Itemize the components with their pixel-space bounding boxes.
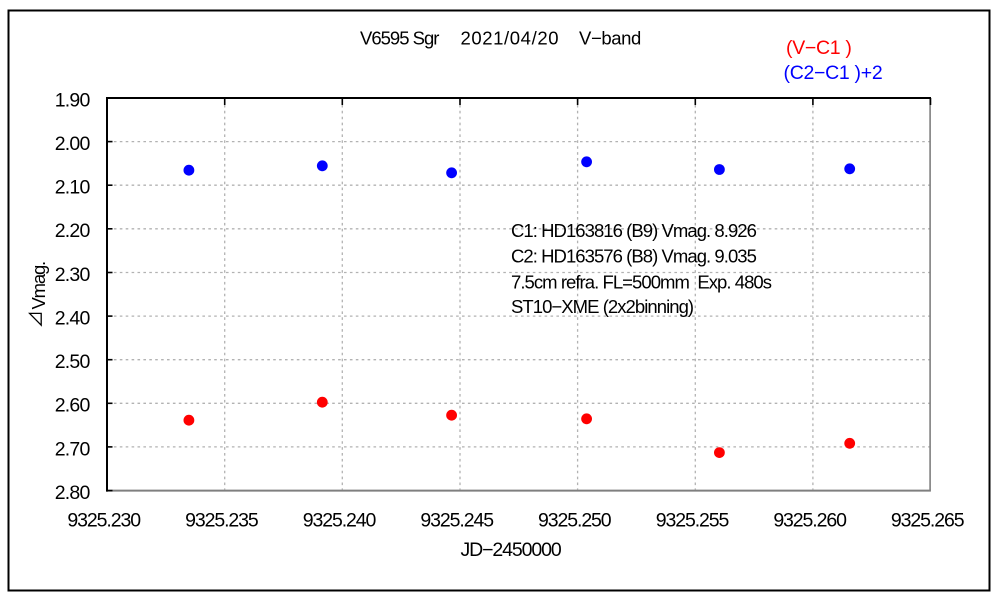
- svg-text:9325.240: 9325.240: [303, 510, 377, 532]
- svg-text:2.50: 2.50: [55, 351, 91, 373]
- svg-text:9325.245: 9325.245: [420, 510, 494, 532]
- svg-text:9325.230: 9325.230: [67, 510, 141, 532]
- svg-text:9325.235: 9325.235: [185, 510, 259, 532]
- svg-text:7.5cm refra. FL=500mm Exp. 48: 7.5cm refra. FL=500mm Exp. 480s: [511, 272, 772, 293]
- svg-text:9325.265: 9325.265: [891, 510, 965, 532]
- svg-text:2.20: 2.20: [55, 220, 91, 242]
- svg-text:(V−C1 ): (V−C1 ): [786, 37, 852, 59]
- svg-text:V6595 Sgr: V6595 Sgr: [360, 28, 439, 49]
- svg-text:2.80: 2.80: [55, 482, 91, 504]
- svg-text:2.00: 2.00: [55, 133, 91, 155]
- svg-text:2.60: 2.60: [55, 395, 91, 417]
- svg-text:Vmag.: Vmag.: [28, 262, 49, 310]
- svg-text:2.10: 2.10: [55, 177, 91, 199]
- svg-text:ST10−XME (2x2binning): ST10−XME (2x2binning): [511, 296, 694, 317]
- svg-text:C1: HD163816 (B9) Vmag. 8.926: C1: HD163816 (B9) Vmag. 8.926: [511, 220, 757, 241]
- svg-text:9325.260: 9325.260: [773, 510, 847, 532]
- svg-text:JD−2450000: JD−2450000: [461, 539, 562, 561]
- svg-text:2.40: 2.40: [55, 307, 91, 329]
- svg-text:1.90: 1.90: [55, 89, 91, 111]
- svg-text:C2: HD163576 (B8) Vmag. 9.035: C2: HD163576 (B8) Vmag. 9.035: [511, 246, 757, 267]
- svg-text:9325.255: 9325.255: [656, 510, 730, 532]
- svg-text:(C2−C1 )+2: (C2−C1 )+2: [784, 62, 883, 84]
- svg-text:V−band: V−band: [579, 28, 641, 49]
- svg-text:9325.250: 9325.250: [538, 510, 612, 532]
- svg-text:2.70: 2.70: [55, 438, 91, 460]
- svg-text:2021/04/20: 2021/04/20: [461, 28, 560, 49]
- svg-text:2.30: 2.30: [55, 264, 91, 286]
